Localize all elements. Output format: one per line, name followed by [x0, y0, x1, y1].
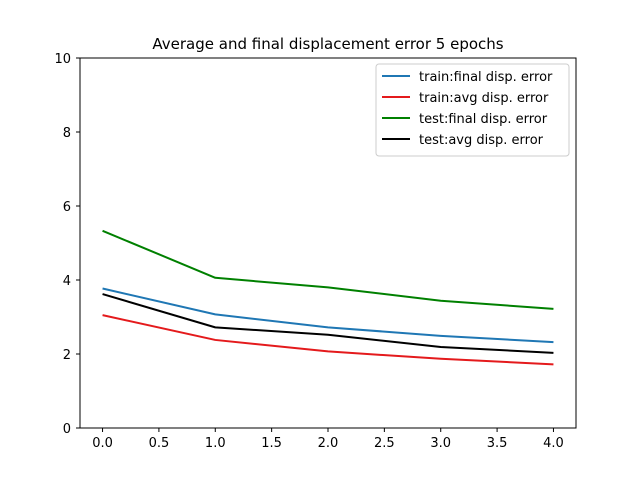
x-tick-label: 1.5	[261, 436, 282, 451]
series-line-3	[102, 293, 554, 354]
x-tick-label: 2.5	[374, 436, 395, 451]
series-line-1	[102, 314, 554, 366]
x-tick-label: 2.0	[318, 436, 339, 451]
chart-title: Average and final displacement error 5 e…	[152, 35, 503, 53]
legend-box	[375, 63, 570, 157]
x-tick-label: 1.0	[205, 436, 226, 451]
legend-label: train:avg disp. error	[419, 91, 549, 106]
y-tick-label: 4	[63, 274, 71, 289]
series-layer	[102, 229, 554, 366]
y-tick-label: 6	[63, 200, 71, 215]
x-tick-label: 4.0	[543, 436, 564, 451]
series-line-0	[102, 287, 554, 344]
legend-label: train:final disp. error	[419, 70, 553, 85]
x-tick-label: 0.0	[92, 436, 113, 451]
x-tick-label: 3.5	[487, 436, 508, 451]
y-tick-label: 2	[63, 348, 71, 363]
x-tick-label: 3.0	[430, 436, 451, 451]
legend: train:final disp. error train:avg disp. e…	[375, 63, 570, 157]
series-line-2	[102, 229, 554, 310]
x-axis: 0.0 0.5 1.0 1.5 2.0 2.5 3.0 3.5 4.0	[92, 428, 564, 451]
legend-label: test:avg disp. error	[419, 133, 544, 148]
y-tick-label: 0	[63, 422, 71, 437]
y-tick-label: 8	[63, 126, 71, 141]
y-tick-label: 10	[54, 52, 71, 67]
y-axis: 0 2 4 6 8 10	[54, 52, 80, 437]
x-tick-label: 0.5	[149, 436, 170, 451]
legend-label: test:final disp. error	[419, 112, 548, 127]
